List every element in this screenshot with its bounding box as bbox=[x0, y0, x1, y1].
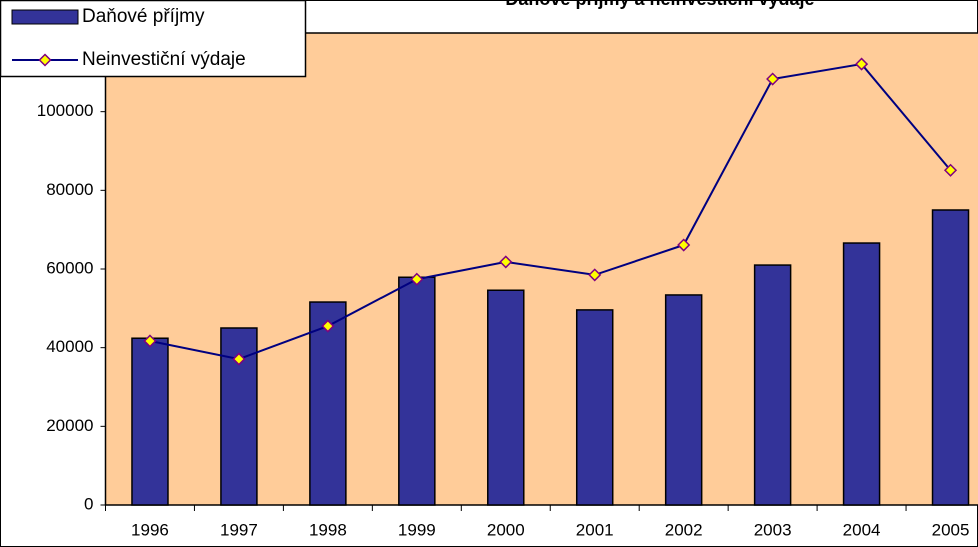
line-marker bbox=[943, 163, 958, 177]
line-marker bbox=[321, 319, 335, 333]
line-marker bbox=[410, 272, 424, 286]
y-tick-label: 80000 bbox=[46, 180, 93, 199]
bar bbox=[575, 309, 614, 506]
legend-label: Neinvestiční výdaje bbox=[82, 49, 246, 70]
line-marker bbox=[232, 352, 246, 366]
line-marker bbox=[499, 255, 513, 269]
x-tick-label: 1997 bbox=[220, 520, 258, 539]
y-tick-label: 40000 bbox=[46, 337, 93, 356]
bar bbox=[753, 264, 792, 506]
x-tick-label: 1996 bbox=[131, 520, 169, 539]
y-tick-label: 0 bbox=[84, 494, 93, 513]
legend-marker bbox=[38, 53, 52, 67]
bar bbox=[931, 209, 970, 506]
x-tick-label: 1999 bbox=[398, 520, 436, 539]
x-tick-label: 2003 bbox=[754, 520, 792, 539]
line bbox=[149, 62, 952, 361]
bar bbox=[131, 337, 169, 506]
line-marker bbox=[855, 57, 869, 71]
x-tick-label: 2001 bbox=[576, 520, 614, 539]
legend-swatch bbox=[11, 9, 79, 25]
y-tick-label: 100000 bbox=[37, 101, 94, 120]
y-tick-label: 60000 bbox=[46, 258, 93, 277]
line-marker bbox=[766, 72, 780, 86]
x-tick-label: 2002 bbox=[665, 520, 703, 539]
x-tick-label: 2000 bbox=[487, 520, 525, 539]
legend-label: Daňové příjmy bbox=[82, 6, 205, 27]
line-marker bbox=[143, 334, 157, 348]
bar bbox=[664, 294, 703, 506]
line-marker bbox=[588, 268, 602, 282]
y-tick-label: 20000 bbox=[46, 416, 93, 435]
x-tick-label: 1998 bbox=[309, 520, 347, 539]
bar bbox=[842, 242, 881, 506]
bar bbox=[309, 301, 347, 506]
x-tick-label: 2005 bbox=[932, 520, 970, 539]
chart-title: Daňové příjmy a neinvestiční výdaje bbox=[505, 0, 814, 9]
line-marker bbox=[677, 238, 691, 252]
x-tick-label: 2004 bbox=[843, 520, 881, 539]
bar bbox=[487, 289, 525, 506]
bar bbox=[398, 276, 436, 506]
